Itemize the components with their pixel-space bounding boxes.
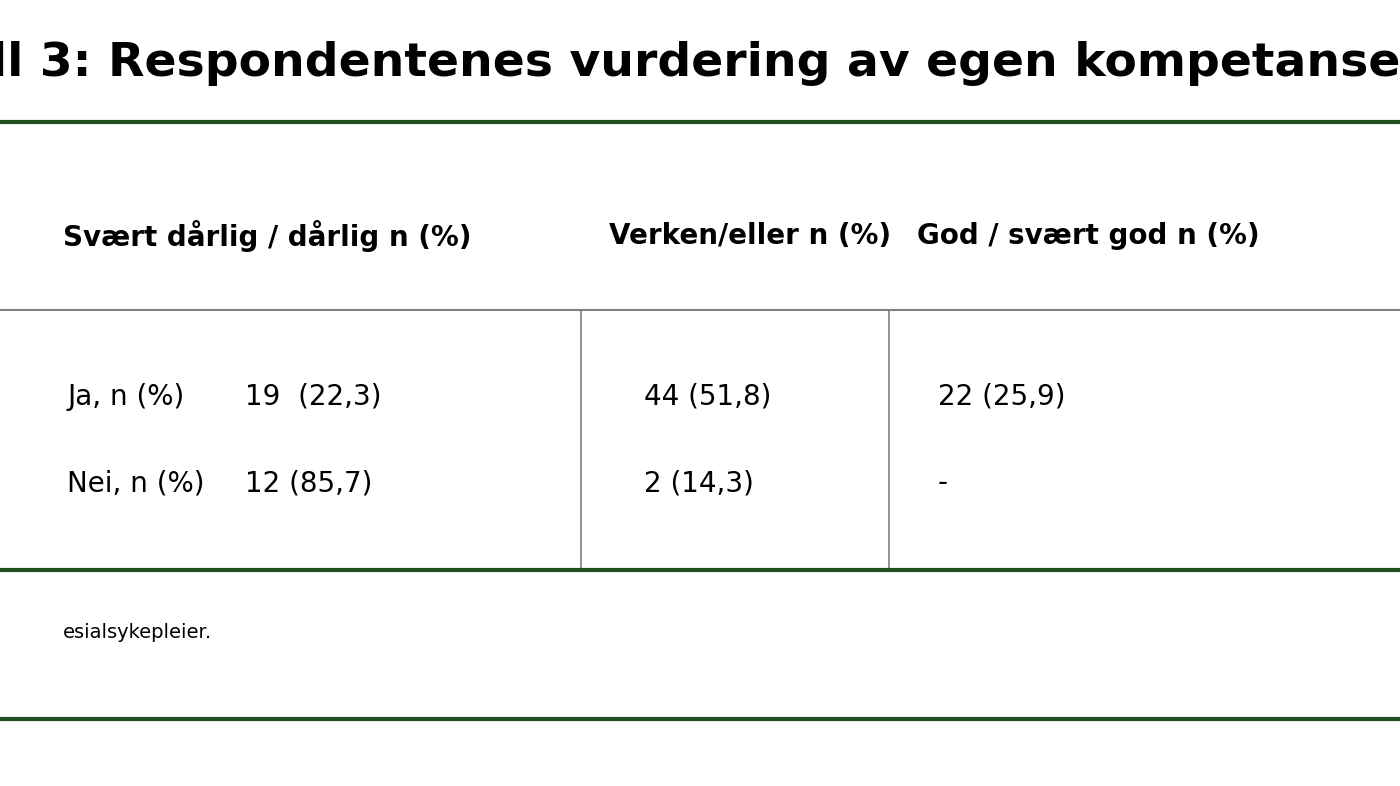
Text: 2 (14,3): 2 (14,3) — [644, 469, 753, 498]
Text: 19  (22,3): 19 (22,3) — [245, 383, 381, 411]
Text: God / svært god n (%): God / svært god n (%) — [917, 222, 1260, 250]
Text: Svært dårlig / dårlig n (%): Svært dårlig / dårlig n (%) — [63, 220, 472, 252]
Text: esialsykepleier.: esialsykepleier. — [63, 623, 213, 642]
Text: Tabell 3: Respondentenes vurdering av egen kompetanse ut i fra deltakelse på KIT: Tabell 3: Respondentenes vurdering av eg… — [0, 35, 1400, 86]
Text: -: - — [938, 469, 948, 498]
Text: 44 (51,8): 44 (51,8) — [644, 383, 771, 411]
Text: Nei, n (%): Nei, n (%) — [67, 469, 204, 498]
Text: 12 (85,7): 12 (85,7) — [245, 469, 372, 498]
Text: Verken/eller n (%): Verken/eller n (%) — [609, 222, 892, 250]
Text: 22 (25,9): 22 (25,9) — [938, 383, 1065, 411]
Text: Ja, n (%): Ja, n (%) — [67, 383, 185, 411]
